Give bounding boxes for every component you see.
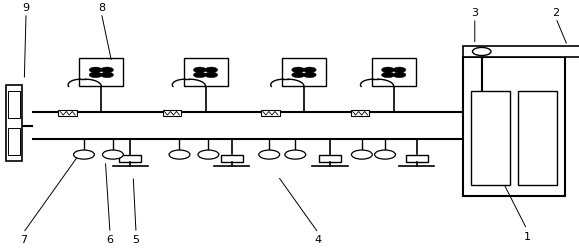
Circle shape (259, 150, 280, 160)
Circle shape (198, 150, 219, 160)
Circle shape (74, 150, 94, 160)
Circle shape (303, 68, 316, 73)
Circle shape (292, 73, 305, 78)
Circle shape (303, 73, 316, 78)
Text: 5: 5 (133, 234, 140, 244)
Circle shape (205, 68, 218, 73)
Circle shape (285, 150, 306, 160)
Text: 2: 2 (552, 8, 559, 18)
Circle shape (102, 150, 123, 160)
Bar (351, 111, 369, 117)
Bar (471, 91, 510, 185)
Bar (58, 111, 77, 117)
Text: 8: 8 (98, 3, 105, 13)
Bar (319, 155, 341, 162)
Text: 1: 1 (523, 231, 530, 241)
Bar (6, 86, 22, 161)
Circle shape (169, 150, 190, 160)
Circle shape (89, 73, 102, 78)
Bar (463, 47, 579, 58)
Circle shape (382, 68, 394, 73)
Circle shape (89, 68, 102, 73)
Bar (8, 128, 20, 155)
Bar (463, 58, 565, 197)
Bar (518, 91, 557, 185)
Text: 9: 9 (23, 3, 30, 13)
Bar (163, 111, 181, 117)
Circle shape (292, 68, 305, 73)
Bar (261, 111, 280, 117)
Circle shape (193, 68, 206, 73)
Bar (119, 155, 141, 162)
Circle shape (101, 68, 113, 73)
Circle shape (472, 48, 491, 56)
Circle shape (393, 68, 406, 73)
Circle shape (205, 73, 218, 78)
Bar (79, 59, 123, 87)
Bar (406, 155, 428, 162)
Circle shape (193, 73, 206, 78)
Text: 7: 7 (20, 234, 27, 244)
Circle shape (382, 73, 394, 78)
Circle shape (351, 150, 372, 160)
Bar (8, 92, 20, 119)
Circle shape (101, 73, 113, 78)
Circle shape (393, 73, 406, 78)
Bar (221, 155, 243, 162)
Text: 6: 6 (107, 234, 113, 244)
Bar (372, 59, 416, 87)
Text: 3: 3 (471, 8, 478, 18)
Bar (282, 59, 326, 87)
Text: 4: 4 (315, 234, 322, 244)
Circle shape (375, 150, 395, 160)
Bar (184, 59, 228, 87)
